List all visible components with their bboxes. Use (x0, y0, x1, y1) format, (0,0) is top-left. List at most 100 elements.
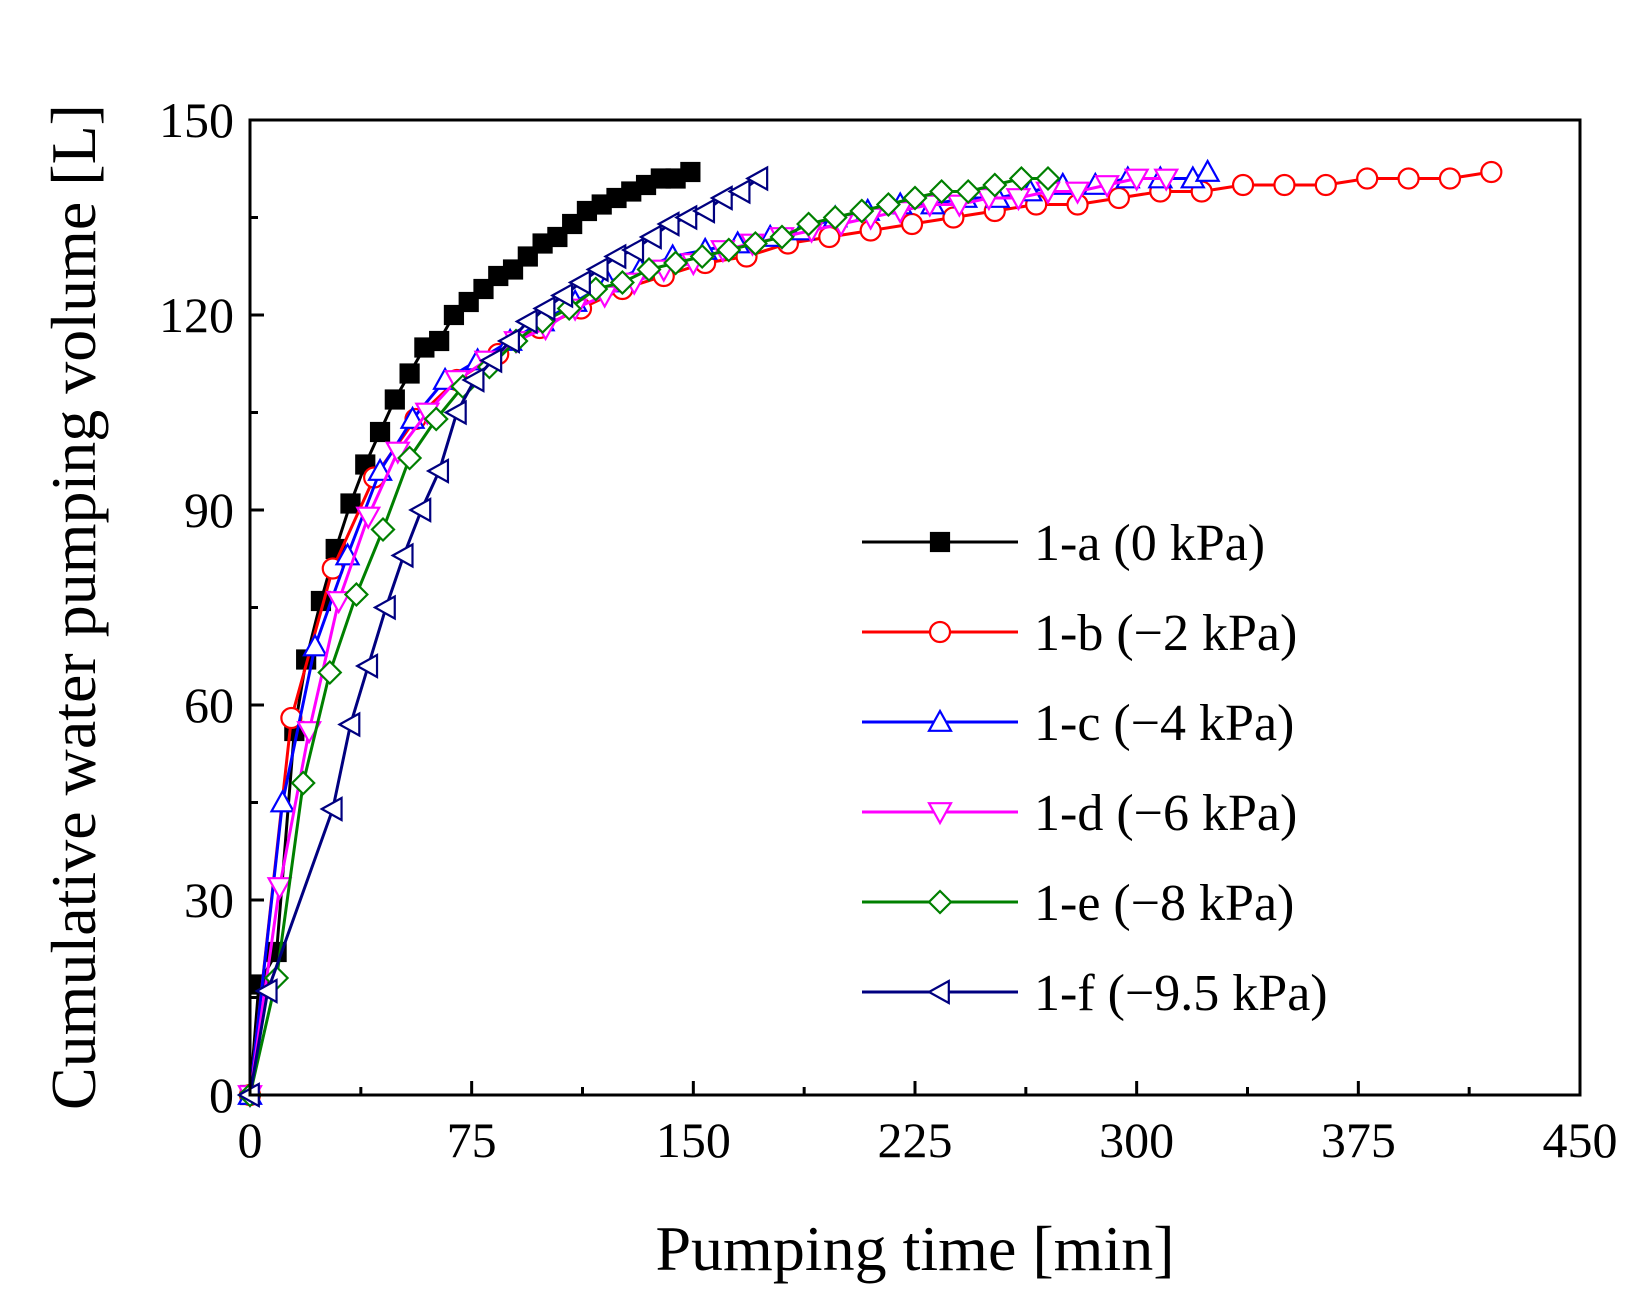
series-line (248, 177, 1167, 1096)
axes-layer: 0 75 150 225 300 375 450 0 30 60 90 120 150 Pumping … (38, 92, 1618, 1284)
triangle-up-marker (269, 789, 296, 813)
triangle-up-marker (302, 633, 328, 657)
circle-marker (1438, 167, 1462, 190)
triangle-down-marker (1005, 188, 1032, 212)
legend-label: 1-b (−2 kPa) (1034, 605, 1297, 662)
diamond-marker (663, 250, 689, 276)
triangle-left-marker (620, 237, 645, 263)
diamond-marker (636, 256, 662, 283)
ticks-layer: 0 75 150 225 300 375 450 0 30 60 90 120 150 (159, 92, 1618, 1168)
diamond-marker (849, 198, 875, 224)
triangle-left-marker (727, 178, 751, 205)
legend-item: 1-e (−8 kPa) (862, 875, 1294, 932)
triangle-up-marker (1194, 158, 1221, 182)
diamond-marker (902, 185, 928, 211)
triangle-down-marker (1153, 168, 1180, 192)
triangle-left-marker (656, 211, 680, 237)
diamond-marker (822, 204, 848, 231)
square-marker (547, 226, 568, 248)
x-tick-label: 300 (1099, 1112, 1174, 1168)
diamond-marker (982, 172, 1008, 198)
diamond-marker (1008, 165, 1034, 192)
x-tick-label: 375 (1321, 1112, 1396, 1168)
square-marker (369, 421, 391, 443)
square-marker (443, 304, 465, 326)
series-layer (236, 158, 1503, 1109)
y-tick-label: 60 (184, 677, 234, 733)
diamond-marker (955, 178, 981, 205)
triangle-down-marker (1064, 181, 1091, 205)
diamond-marker (742, 230, 768, 257)
triangle-down-marker (1094, 175, 1120, 199)
y-tick-label: 90 (184, 482, 234, 538)
series-line (248, 177, 760, 1096)
triangle-left-marker (709, 185, 733, 211)
square-marker (680, 161, 701, 183)
legend-item: 1-d (−6 kPa) (862, 785, 1297, 842)
diamond-marker (929, 178, 955, 205)
diamond-marker (769, 224, 795, 250)
triangle-left-marker (745, 165, 769, 192)
legend-item: 1-b (−2 kPa) (862, 605, 1297, 662)
triangle-left-marker (337, 711, 361, 738)
legend-item: 1-a (0 kPa) (862, 515, 1265, 572)
triangle-down-marker (266, 877, 293, 901)
x-tick-label: 150 (656, 1112, 731, 1168)
diamond-marker (343, 581, 369, 608)
y-tick-label: 0 (209, 1067, 234, 1123)
square-marker (340, 493, 361, 514)
triangle-left-marker (691, 198, 716, 224)
triangle-left-marker (550, 282, 574, 309)
circle-marker (1356, 167, 1379, 190)
triangle-left-marker (674, 204, 698, 231)
diamond-marker (796, 211, 822, 237)
triangle-left-marker (926, 979, 950, 1005)
diamond-marker (927, 889, 953, 915)
square-marker (562, 213, 583, 235)
diamond-marker (317, 659, 343, 686)
circle-marker (928, 620, 952, 644)
triangle-left-marker (390, 542, 414, 569)
diamond-marker (716, 237, 742, 263)
triangle-left-marker (532, 295, 556, 322)
x-tick-label: 0 (238, 1112, 263, 1168)
x-tick-label: 225 (878, 1112, 953, 1168)
triangle-up-marker (927, 708, 953, 732)
square-marker (384, 389, 405, 410)
triangle-down-marker (325, 591, 352, 615)
y-tick-label: 120 (159, 287, 234, 343)
y-tick-label: 30 (184, 872, 234, 928)
diamond-marker (609, 269, 635, 296)
series-6 (236, 165, 769, 1108)
triangle-left-marker (603, 243, 627, 270)
triangle-left-marker (638, 224, 662, 250)
legend-label: 1-f (−9.5 kPa) (1034, 965, 1328, 1022)
square-marker (473, 278, 494, 300)
square-marker (517, 246, 538, 267)
diamond-marker (423, 406, 449, 432)
circle-marker (900, 212, 924, 236)
diamond-marker (290, 770, 316, 796)
legend-label: 1-e (−8 kPa) (1034, 875, 1294, 932)
diamond-marker (370, 516, 396, 543)
x-axis-title: Pumping time [min] (655, 1213, 1174, 1284)
series-line (248, 177, 1048, 1096)
y-axis-title: Cumulative water pumping volume [L] (38, 104, 109, 1110)
diamond-marker (397, 445, 423, 471)
x-tick-label: 450 (1543, 1112, 1618, 1168)
triangle-down-marker (927, 802, 953, 826)
square-marker (502, 259, 524, 280)
triangle-left-marker (254, 978, 278, 1004)
legend: 1-a (0 kPa) 1-b (−2 kPa) 1-c (−4 kPa) 1-d (… (862, 515, 1328, 1022)
circle-marker (1314, 173, 1337, 197)
triangle-left-marker (514, 308, 538, 335)
circle-marker (1480, 160, 1503, 184)
square-marker (399, 363, 420, 384)
square-marker (429, 330, 450, 352)
triangle-left-marker (461, 367, 485, 393)
square-marker (929, 531, 951, 553)
triangle-left-marker (496, 328, 520, 354)
triangle-left-marker (567, 269, 591, 296)
triangle-left-marker (354, 653, 379, 679)
